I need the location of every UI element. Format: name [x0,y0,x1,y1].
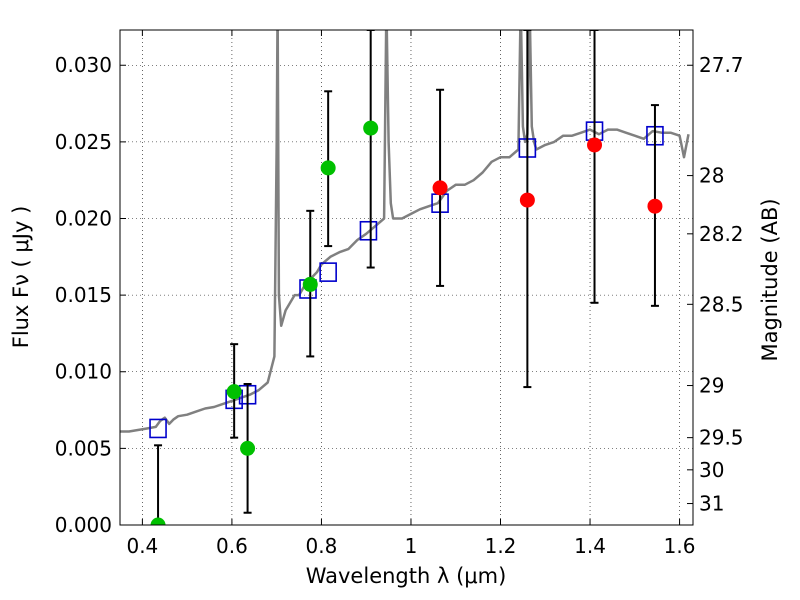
x-tick-label: 1.6 [664,534,696,558]
grid [120,30,693,526]
y-tick-label: 0.000 [55,513,112,537]
x-tick-label: 0.8 [306,534,338,558]
x-axis-label: Wavelength λ (μm) [306,564,507,588]
model-point [319,262,337,282]
nir-data-point [647,198,663,214]
model-point [149,418,167,439]
y-tick-label: 0.025 [55,130,112,154]
y2-axis-label: Magnitude (AB) [758,198,782,361]
x-tick-label: 1.4 [574,534,606,558]
y2-tick-label: 29.5 [699,426,744,450]
data-layer [120,30,690,525]
optical-data-point [150,517,166,525]
y2-tick-label: 29 [699,374,724,398]
y-tick-label: 0.010 [55,360,112,384]
y2-tick-label: 30 [699,458,724,482]
y2-tick-label: 28 [699,164,724,188]
plot-background [120,30,693,525]
y-tick-label: 0.020 [55,206,112,230]
y2-tick-label: 28.5 [699,292,744,316]
y-tick-label: 0.005 [55,436,112,460]
plot-frame [119,29,694,526]
y-tick-label: 0.030 [55,53,112,77]
y-axis-label: Flux Fν ( μJy ) [9,206,33,349]
nir-data-point [519,192,535,208]
optical-data-point [302,276,318,292]
y2-tick-label: 28.2 [699,222,744,246]
nir-data-point [432,180,448,196]
optical-data-point [320,160,336,176]
y2-tick-label: 31 [699,492,724,516]
x-tick-label: 1.2 [485,534,517,558]
y-tick-label: 0.015 [55,283,112,307]
optical-data-point [240,440,256,456]
x-tick-label: 0.6 [216,534,248,558]
optical-data-point [363,120,379,136]
x-tick-label: 1 [405,534,418,558]
spectrum-line [120,30,690,433]
optical-data-point [226,384,242,400]
x-tick-label: 0.4 [126,534,158,558]
nir-data-point [587,137,603,153]
y2-tick-label: 27.7 [699,53,744,77]
model-point [359,220,378,241]
ticks: 0.4 0.6 0.8 1 1.2 1.4 1.6 0.000 0.005 0.010 0.015 0… [55,30,744,558]
